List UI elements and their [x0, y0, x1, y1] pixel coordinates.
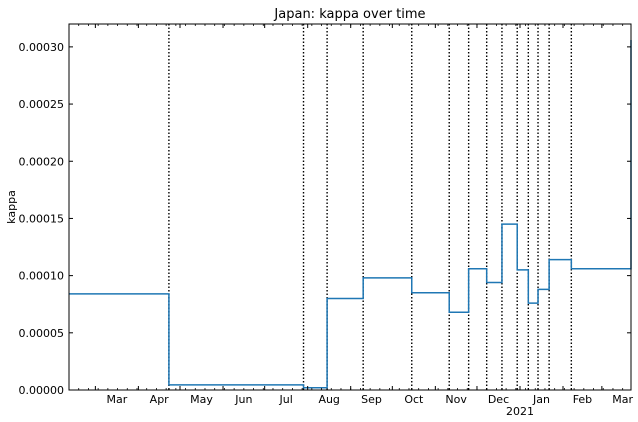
x-tick-label: Nov — [445, 393, 467, 406]
x-tick-sublabel: 2021 — [506, 405, 534, 418]
changepoint-lines — [168, 24, 573, 390]
y-tick-label: 0.00015 — [19, 212, 65, 225]
plot-frame — [68, 23, 632, 391]
y-tick-label: 0.00000 — [19, 384, 65, 397]
x-tick-label: Jul — [279, 393, 293, 406]
x-tick-label: Oct — [404, 393, 424, 406]
y-tick-label: 0.00025 — [19, 98, 65, 111]
x-tick-label: Dec — [488, 393, 509, 406]
x-tick-label: Apr — [150, 393, 170, 406]
x-tick-label: Mar — [612, 393, 633, 406]
y-tick-label: 0.00005 — [19, 327, 65, 340]
x-tick-label: Mar — [106, 393, 127, 406]
x-tick-label: Sep — [361, 393, 382, 406]
series-layer — [69, 40, 632, 389]
x-tick-label: Jun — [234, 393, 252, 406]
x-tick-label: May — [190, 393, 213, 406]
axis-ticks: 0.00000 0.00005 0.00010 0.00015 0.00020 0.000… — [19, 24, 634, 418]
y-axis-label: kappa — [5, 190, 18, 224]
x-tick-label: Feb — [573, 393, 592, 406]
y-tick-label: 0.00030 — [19, 41, 65, 54]
x-tick-label: Aug — [318, 393, 339, 406]
y-tick-label: 0.00010 — [19, 270, 65, 283]
y-tick-label: 0.00020 — [19, 155, 65, 168]
kappa-series-line — [69, 40, 632, 389]
chart-title: Japan: kappa over time — [273, 7, 425, 22]
x-tick-label: Jan — [532, 393, 550, 406]
